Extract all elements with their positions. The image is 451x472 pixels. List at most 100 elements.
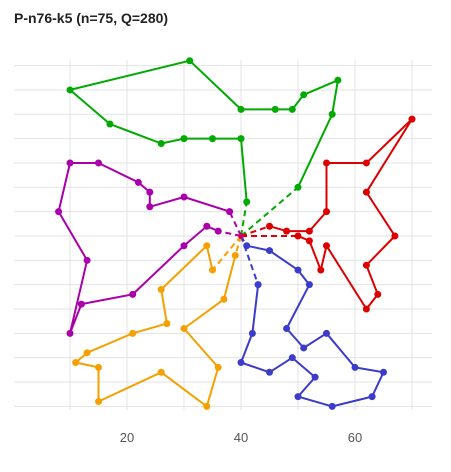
customer-point [266,368,273,376]
customer-point [77,300,85,308]
customer-point [362,261,370,269]
customer-point [72,359,80,367]
customer-point [66,329,74,337]
x-tick-label: 40 [234,430,248,445]
route-series [55,57,416,410]
customer-point [129,290,137,298]
depot-link-dashed [240,201,248,237]
customer-point [66,159,74,167]
route-4 [72,235,242,410]
depot-link-dashed [240,225,270,237]
customer-point [294,183,302,191]
customer-point [231,251,239,259]
customer-point [328,402,336,410]
depot-link-dashed [240,186,299,237]
customer-point [66,86,74,94]
route-3 [237,235,387,410]
customer-point [157,139,165,147]
customer-point [163,320,171,328]
customer-point [305,237,313,245]
customer-point [294,232,302,240]
customer-point [368,393,376,401]
customer-point [243,198,251,206]
customer-point [237,359,245,367]
depot-link-dashed [211,235,242,271]
customer-point [323,159,330,167]
customer-point [95,159,102,167]
customer-point [374,290,382,298]
customer-point [243,242,251,250]
route-line [269,118,413,310]
route-1 [66,57,342,237]
customer-point [237,135,245,143]
customer-point [203,222,211,230]
x-tick-labels: 20 40 60 [120,430,362,445]
customer-point [266,222,273,230]
route-5 [55,159,242,337]
route-2 [240,115,416,313]
customer-point [146,188,154,196]
customer-point [334,76,342,84]
customer-point [294,266,302,274]
customer-point [180,135,188,143]
customer-point [83,349,91,357]
customer-point [106,120,114,128]
x-tick-label: 20 [120,430,134,445]
customer-point [180,324,188,332]
customer-point [391,232,399,240]
customer-point [214,227,222,235]
customer-point [203,402,211,410]
customer-point [180,242,188,250]
customer-point [209,135,216,143]
customer-point [95,397,102,405]
customer-point [300,91,308,99]
customer-point [186,57,194,65]
depot-link-dashed [217,230,242,237]
depot-link-dashed [228,211,242,237]
depot-link-dashed [240,235,260,285]
customer-point [311,373,319,381]
customer-point [248,329,256,337]
chart-title: P-n76-k5 (n=75, Q=280) [14,10,169,26]
customer-point [266,247,273,255]
customer-point [328,110,336,118]
customer-point [362,159,370,167]
customer-point [209,266,216,274]
customer-point [95,363,102,371]
customer-point [317,266,325,274]
customer-point [288,354,296,362]
customer-point [254,281,262,289]
customer-point [362,305,370,313]
customer-point [294,393,302,401]
customer-point [300,344,308,352]
customer-point [351,363,359,371]
customer-point [323,208,330,216]
customer-point [408,115,416,123]
customer-point [323,242,330,250]
customer-point [55,208,63,216]
customer-point [362,188,370,196]
customer-point [380,368,387,376]
customer-point [157,368,165,376]
customer-point [220,295,228,303]
customer-point [214,363,222,371]
customer-point [288,105,296,113]
customer-point [305,281,313,289]
customer-point [203,242,211,250]
customer-point [129,329,137,337]
customer-point [180,193,188,201]
customer-point [83,256,91,264]
customer-point [226,208,234,216]
depot-link-dashed [234,235,242,256]
customer-point [305,227,313,235]
customer-point [157,286,165,294]
customer-point [283,324,291,332]
customer-point [283,227,291,235]
depot-marker-layer [238,232,244,239]
customer-point [271,105,279,113]
customer-point [146,203,154,211]
customer-point [323,329,330,337]
customer-point [237,105,245,113]
grid-lines [14,60,432,410]
x-tick-label: 60 [348,430,362,445]
